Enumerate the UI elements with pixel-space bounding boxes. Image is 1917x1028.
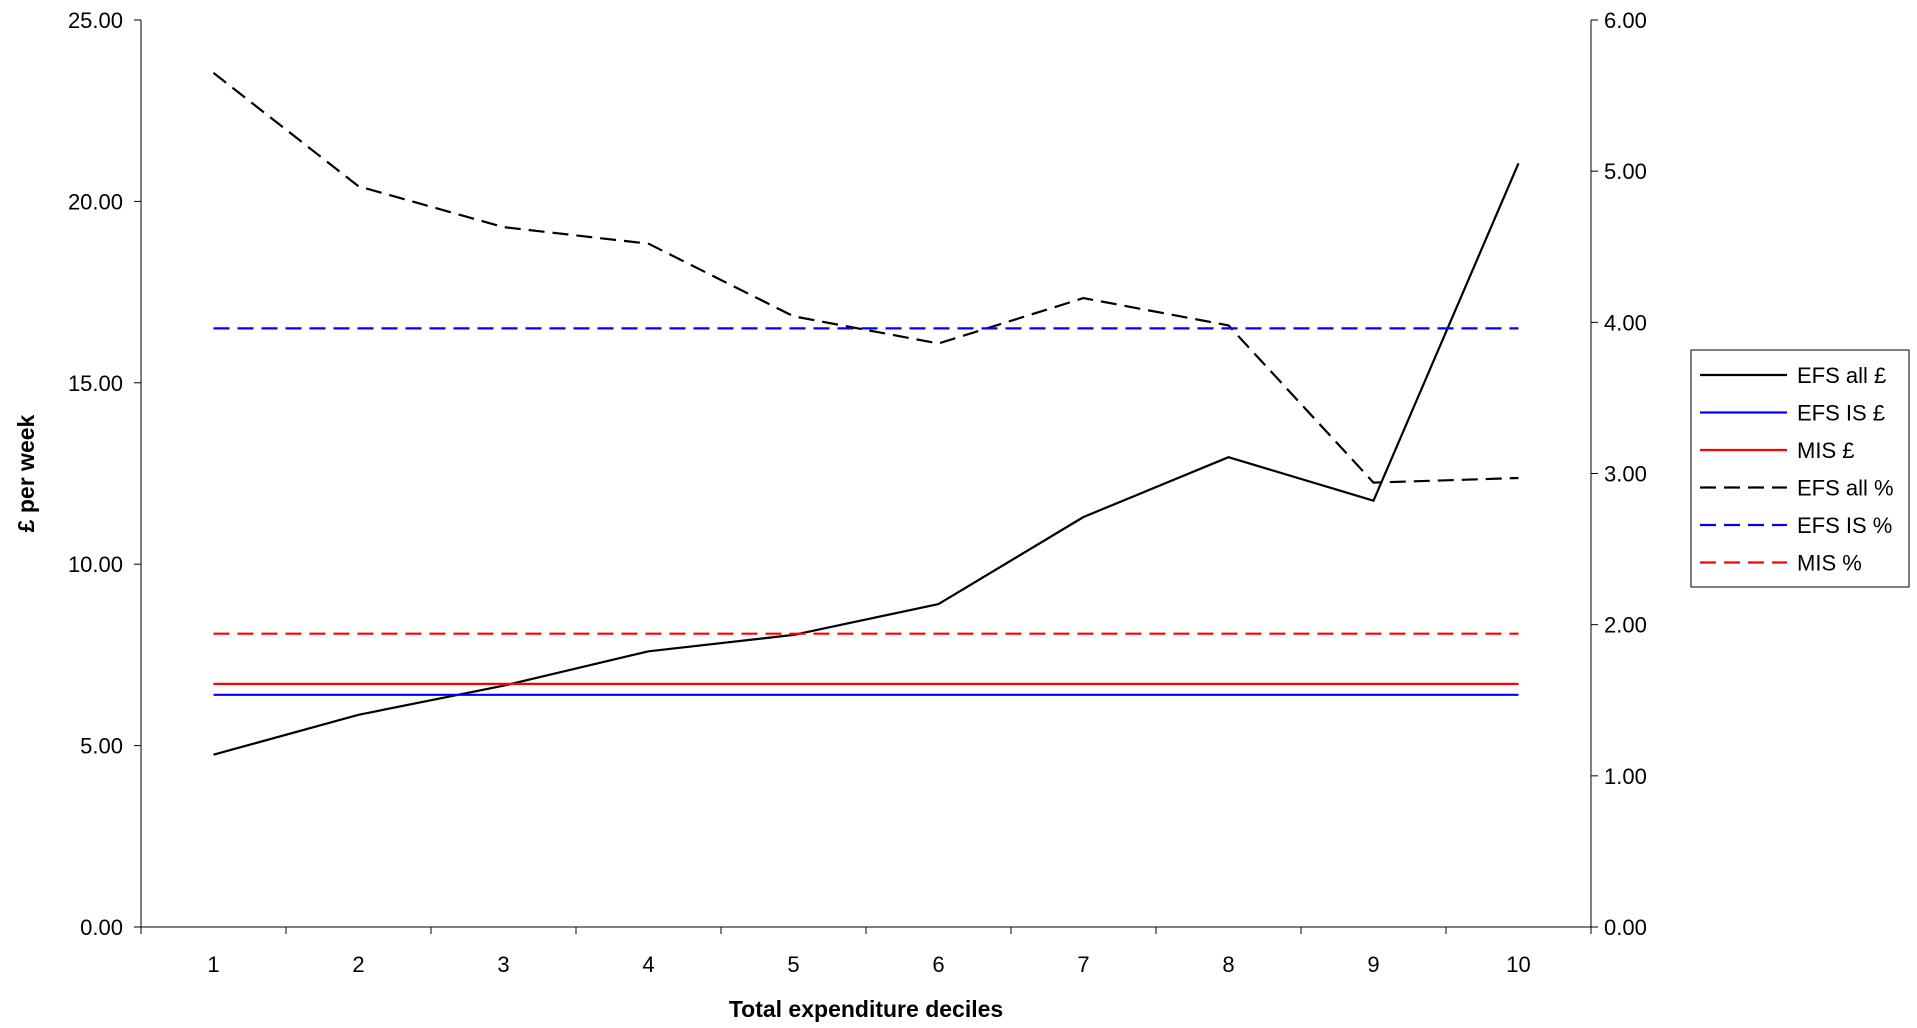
x-tick-label: 2 (352, 952, 364, 977)
x-tick-label: 1 (207, 952, 219, 977)
x-tick-label: 3 (497, 952, 509, 977)
series-line-4 (212, 72, 1519, 484)
y-tick-label-right: 2.00 (1604, 613, 1647, 638)
series-line-1 (213, 162, 1520, 756)
legend-label: EFS IS £ (1797, 401, 1885, 426)
series-layer (212, 72, 1520, 756)
axes: 0.005.0010.0015.0020.0025.000.001.002.00… (68, 8, 1647, 977)
y-axis-title: £ per week (13, 414, 39, 532)
x-tick-label: 7 (1077, 952, 1089, 977)
y-tick-label-right: 3.00 (1604, 462, 1647, 487)
y-tick-label-right: 6.00 (1604, 8, 1647, 33)
x-axis-title: Total expenditure deciles (729, 996, 1003, 1022)
y-tick-label-right: 5.00 (1604, 159, 1647, 184)
x-tick-label: 10 (1506, 952, 1530, 977)
y-tick-label-left: 25.00 (68, 8, 123, 33)
legend-label: MIS £ (1797, 438, 1854, 463)
x-tick-label: 8 (1222, 952, 1234, 977)
y-tick-label-left: 5.00 (80, 734, 123, 759)
y-tick-label-left: 10.00 (68, 552, 123, 577)
y-tick-label-left: 15.00 (68, 371, 123, 396)
legend-label: EFS all % (1797, 476, 1894, 501)
y-tick-label-right: 0.00 (1604, 915, 1647, 940)
legend-label: EFS all £ (1797, 363, 1886, 388)
y-tick-label-left: 0.00 (80, 915, 123, 940)
y-tick-label-right: 1.00 (1604, 764, 1647, 789)
y-tick-label-left: 20.00 (68, 189, 123, 214)
x-tick-label: 5 (787, 952, 799, 977)
legend-label: MIS % (1797, 551, 1862, 576)
legend-label: EFS IS % (1797, 513, 1892, 538)
legend-box (1690, 349, 1910, 588)
x-tick-label: 9 (1367, 952, 1379, 977)
x-tick-label: 6 (932, 952, 944, 977)
x-tick-label: 4 (642, 952, 654, 977)
legend: EFS all £ EFS IS £ MIS £ EFS all % EFS IS % M… (1690, 349, 1910, 588)
y-tick-label-right: 4.00 (1604, 310, 1647, 335)
